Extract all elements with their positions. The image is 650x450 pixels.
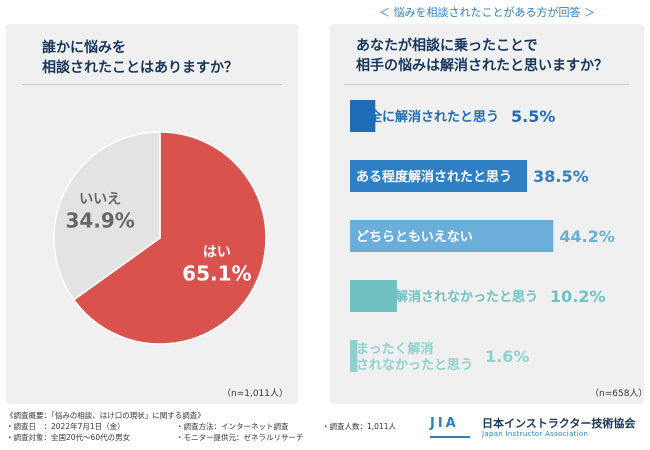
pie-slice-label-1: いいえ [79, 191, 121, 207]
bar-value-label-4: 1.6% [485, 347, 529, 366]
bar-category-label-3: あまり解消されなかったと思う [356, 289, 538, 305]
jia-logo-subtitle: Japan Instructor Association [482, 430, 589, 438]
survey-date: ・調査日 ：2022年7月1日（金） [6, 422, 125, 431]
bar-0 [350, 100, 376, 132]
bar-category-label-2: どちらともいえない [356, 230, 473, 245]
survey-row-2: ・調査対象：全国20代〜60代の男女 ・モニター提供元：ゼネラルリサーチ [6, 432, 396, 443]
survey-target: ・調査対象：全国20代〜60代の男女 [6, 433, 131, 442]
bar-value-label-1: 38.5% [533, 167, 589, 186]
left-title-divider [22, 84, 282, 85]
bar-2 [350, 220, 554, 252]
survey-row-1: ・調査日 ：2022年7月1日（金） ・調査方法：インターネット調査 ・調査人数：1… [6, 421, 396, 432]
survey-method: ・調査方法：インターネット調査 [176, 422, 289, 431]
bar-category-label-1: ある程度解消されたと思う [356, 169, 512, 185]
jia-logo-mark: JIA [430, 416, 470, 438]
bar-value-label-0: 5.5% [511, 107, 555, 126]
left-question-title: 誰かに悩みを 相談されたことはありますか？ [42, 40, 238, 76]
jia-logo: JIA 日本インストラクター技術協会 Japan Instructor Asso… [430, 412, 644, 442]
left-sample-size: （n=1,011人） [222, 389, 289, 399]
jia-logo-name: 日本インストラクター技術協会 [482, 417, 636, 430]
right-question-title: あなたが相談に乗ったことで 相手の悩みは解消されたと思いますか？ [356, 38, 608, 74]
bar-category-label-4: まったく解消されなかったと思う [356, 341, 473, 373]
respondent-note: ＜ 悩みを相談されたことがある方が回答 ＞ [379, 6, 595, 19]
right-title-divider [344, 84, 629, 85]
survey-overview: 《調査概要：「悩みの相談、はけ口の現状」に関する調査》 ・調査日 ：2022年7… [6, 410, 396, 443]
pie-slice-value-0: 65.1% [182, 262, 251, 286]
pie-slice-1 [53, 131, 161, 301]
bar-3 [350, 280, 397, 312]
right-sample-size: （n=658人） [590, 389, 648, 399]
pie-slice-label-0: はい [203, 245, 231, 261]
bar-category-label-0: 完全に解消されたと思う [356, 109, 499, 125]
right-panel [330, 24, 644, 404]
bar-value-label-3: 10.2% [550, 287, 606, 306]
pie-slice-value-1: 34.9% [65, 208, 134, 232]
survey-provider: ・モニター提供元：ゼネラルリサーチ [176, 433, 304, 442]
pie-slice-0 [72, 131, 267, 345]
bar-4 [350, 340, 358, 372]
bar-1 [350, 160, 528, 192]
survey-count: ・調査人数：1,011人 [322, 422, 396, 431]
bar-value-label-2: 44.2% [559, 227, 615, 246]
survey-overview-title: 《調査概要：「悩みの相談、はけ口の現状」に関する調査》 [6, 411, 205, 420]
